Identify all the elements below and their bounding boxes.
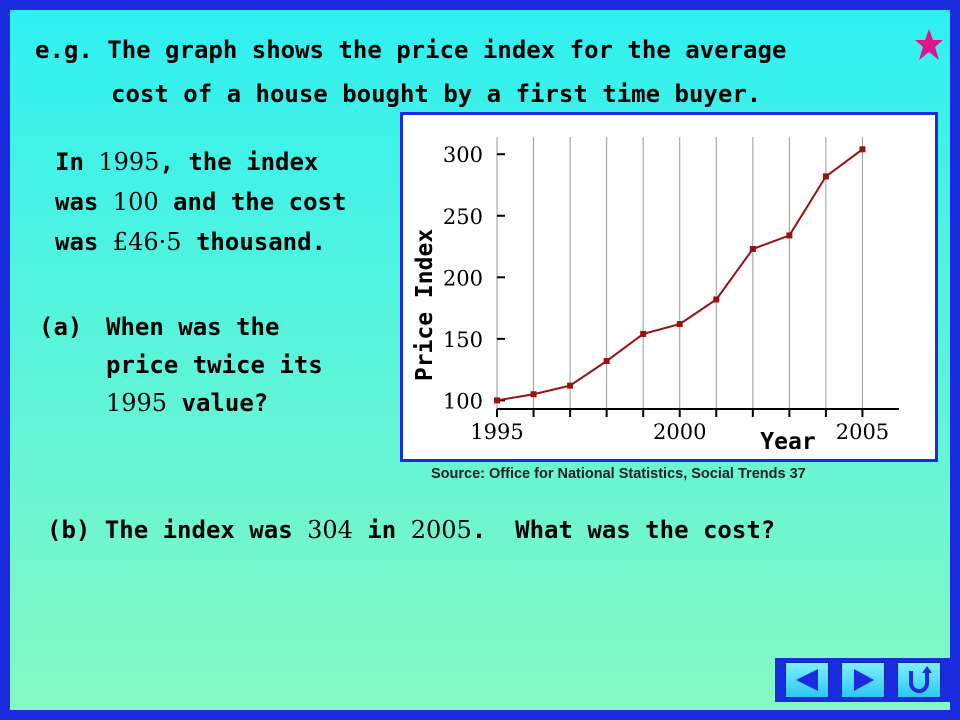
- question-a-line-3: 1995 value?: [106, 389, 269, 417]
- left-triangle-icon: [796, 669, 818, 691]
- data-point-1999: [640, 330, 647, 337]
- y-tick-label-200: 200: [443, 266, 483, 290]
- intro-line-1: e.g. The graph shows the price index for…: [35, 36, 787, 64]
- data-point-1998: [603, 358, 610, 364]
- data-point-2005: [859, 146, 866, 153]
- forward-button[interactable]: [841, 662, 885, 698]
- y-tick-label-250: 250: [443, 205, 483, 229]
- data-point-1997: [567, 382, 574, 389]
- slide: e.g. The graph shows the price index for…: [10, 10, 950, 710]
- x-axis-label: Year: [760, 429, 815, 455]
- u-turn-icon: [909, 666, 932, 693]
- intro-line-2: cost of a house bought by a first time b…: [111, 80, 762, 108]
- question-a-line-2: price twice its: [106, 351, 323, 379]
- y-tick-label-300: 300: [443, 143, 483, 167]
- y-tick-label-100: 100: [443, 389, 483, 413]
- data-point-2001: [713, 296, 720, 303]
- chart-frame: 100 150 200 250 300 1995 2000 2005 Year Price Ind…: [400, 112, 938, 462]
- return-button[interactable]: [897, 662, 941, 698]
- data-point-1995: [494, 397, 500, 404]
- x-tick-label-1995: 1995: [470, 420, 523, 444]
- x-tick-label-2005: 2005: [836, 420, 889, 444]
- right-triangle-icon: [854, 669, 874, 691]
- data-point-1996: [530, 391, 537, 398]
- question-b: (b) The index was 304 in 2005. What was …: [47, 516, 776, 544]
- info-line-1: In 1995, the index: [55, 148, 319, 176]
- x-tick-label-2000: 2000: [653, 420, 706, 444]
- data-point-2003: [786, 232, 793, 239]
- source-note: Source: Office for National Statistics, …: [431, 466, 806, 482]
- data-point-2002: [749, 246, 756, 252]
- info-line-2: was 100 and the cost: [55, 188, 347, 216]
- info-line-3: was £46·5 thousand.: [55, 228, 327, 256]
- data-point-2004: [822, 173, 829, 180]
- y-tick-label-150: 150: [443, 328, 483, 352]
- navigation-bar: [775, 658, 951, 702]
- question-a-label: (a): [39, 313, 83, 341]
- star-icon[interactable]: [914, 28, 944, 62]
- back-button[interactable]: [785, 662, 829, 698]
- y-axis-label: Price Index: [412, 229, 438, 381]
- data-point-2000: [676, 321, 683, 328]
- price-index-chart: 100 150 200 250 300 1995 2000 2005 Year Price Ind…: [412, 137, 899, 455]
- question-a-line-1: When was the: [106, 313, 280, 341]
